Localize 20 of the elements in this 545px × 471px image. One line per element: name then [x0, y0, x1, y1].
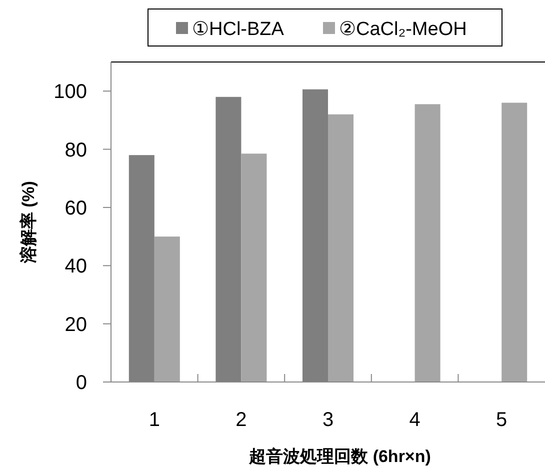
- y-tick-label: 0: [76, 372, 87, 394]
- bar: [154, 236, 180, 382]
- x-tick-label: 2: [236, 409, 247, 431]
- y-tick-label: 80: [64, 139, 87, 162]
- y-tick-label: 20: [64, 314, 87, 336]
- y-tick-label: 100: [54, 81, 87, 104]
- x-tick-label: 3: [322, 409, 334, 431]
- x-tick-label: 4: [409, 409, 420, 431]
- x-tick-label: 1: [148, 409, 160, 431]
- bar: [241, 154, 267, 382]
- bar: [414, 104, 440, 382]
- y-tick-label: 40: [64, 256, 87, 278]
- x-tick-label: 5: [496, 409, 508, 431]
- legend-label: ②CaCl₂-MeOH: [339, 19, 467, 40]
- bar: [328, 114, 354, 382]
- y-tick-label: 60: [64, 197, 87, 220]
- legend-label: ①HCl-BZA: [192, 19, 284, 40]
- bar: [502, 102, 528, 382]
- x-axis-title: 超音波処理回数 (6hr×n): [248, 447, 431, 466]
- y-axis-title: 溶解率 (%): [19, 180, 38, 264]
